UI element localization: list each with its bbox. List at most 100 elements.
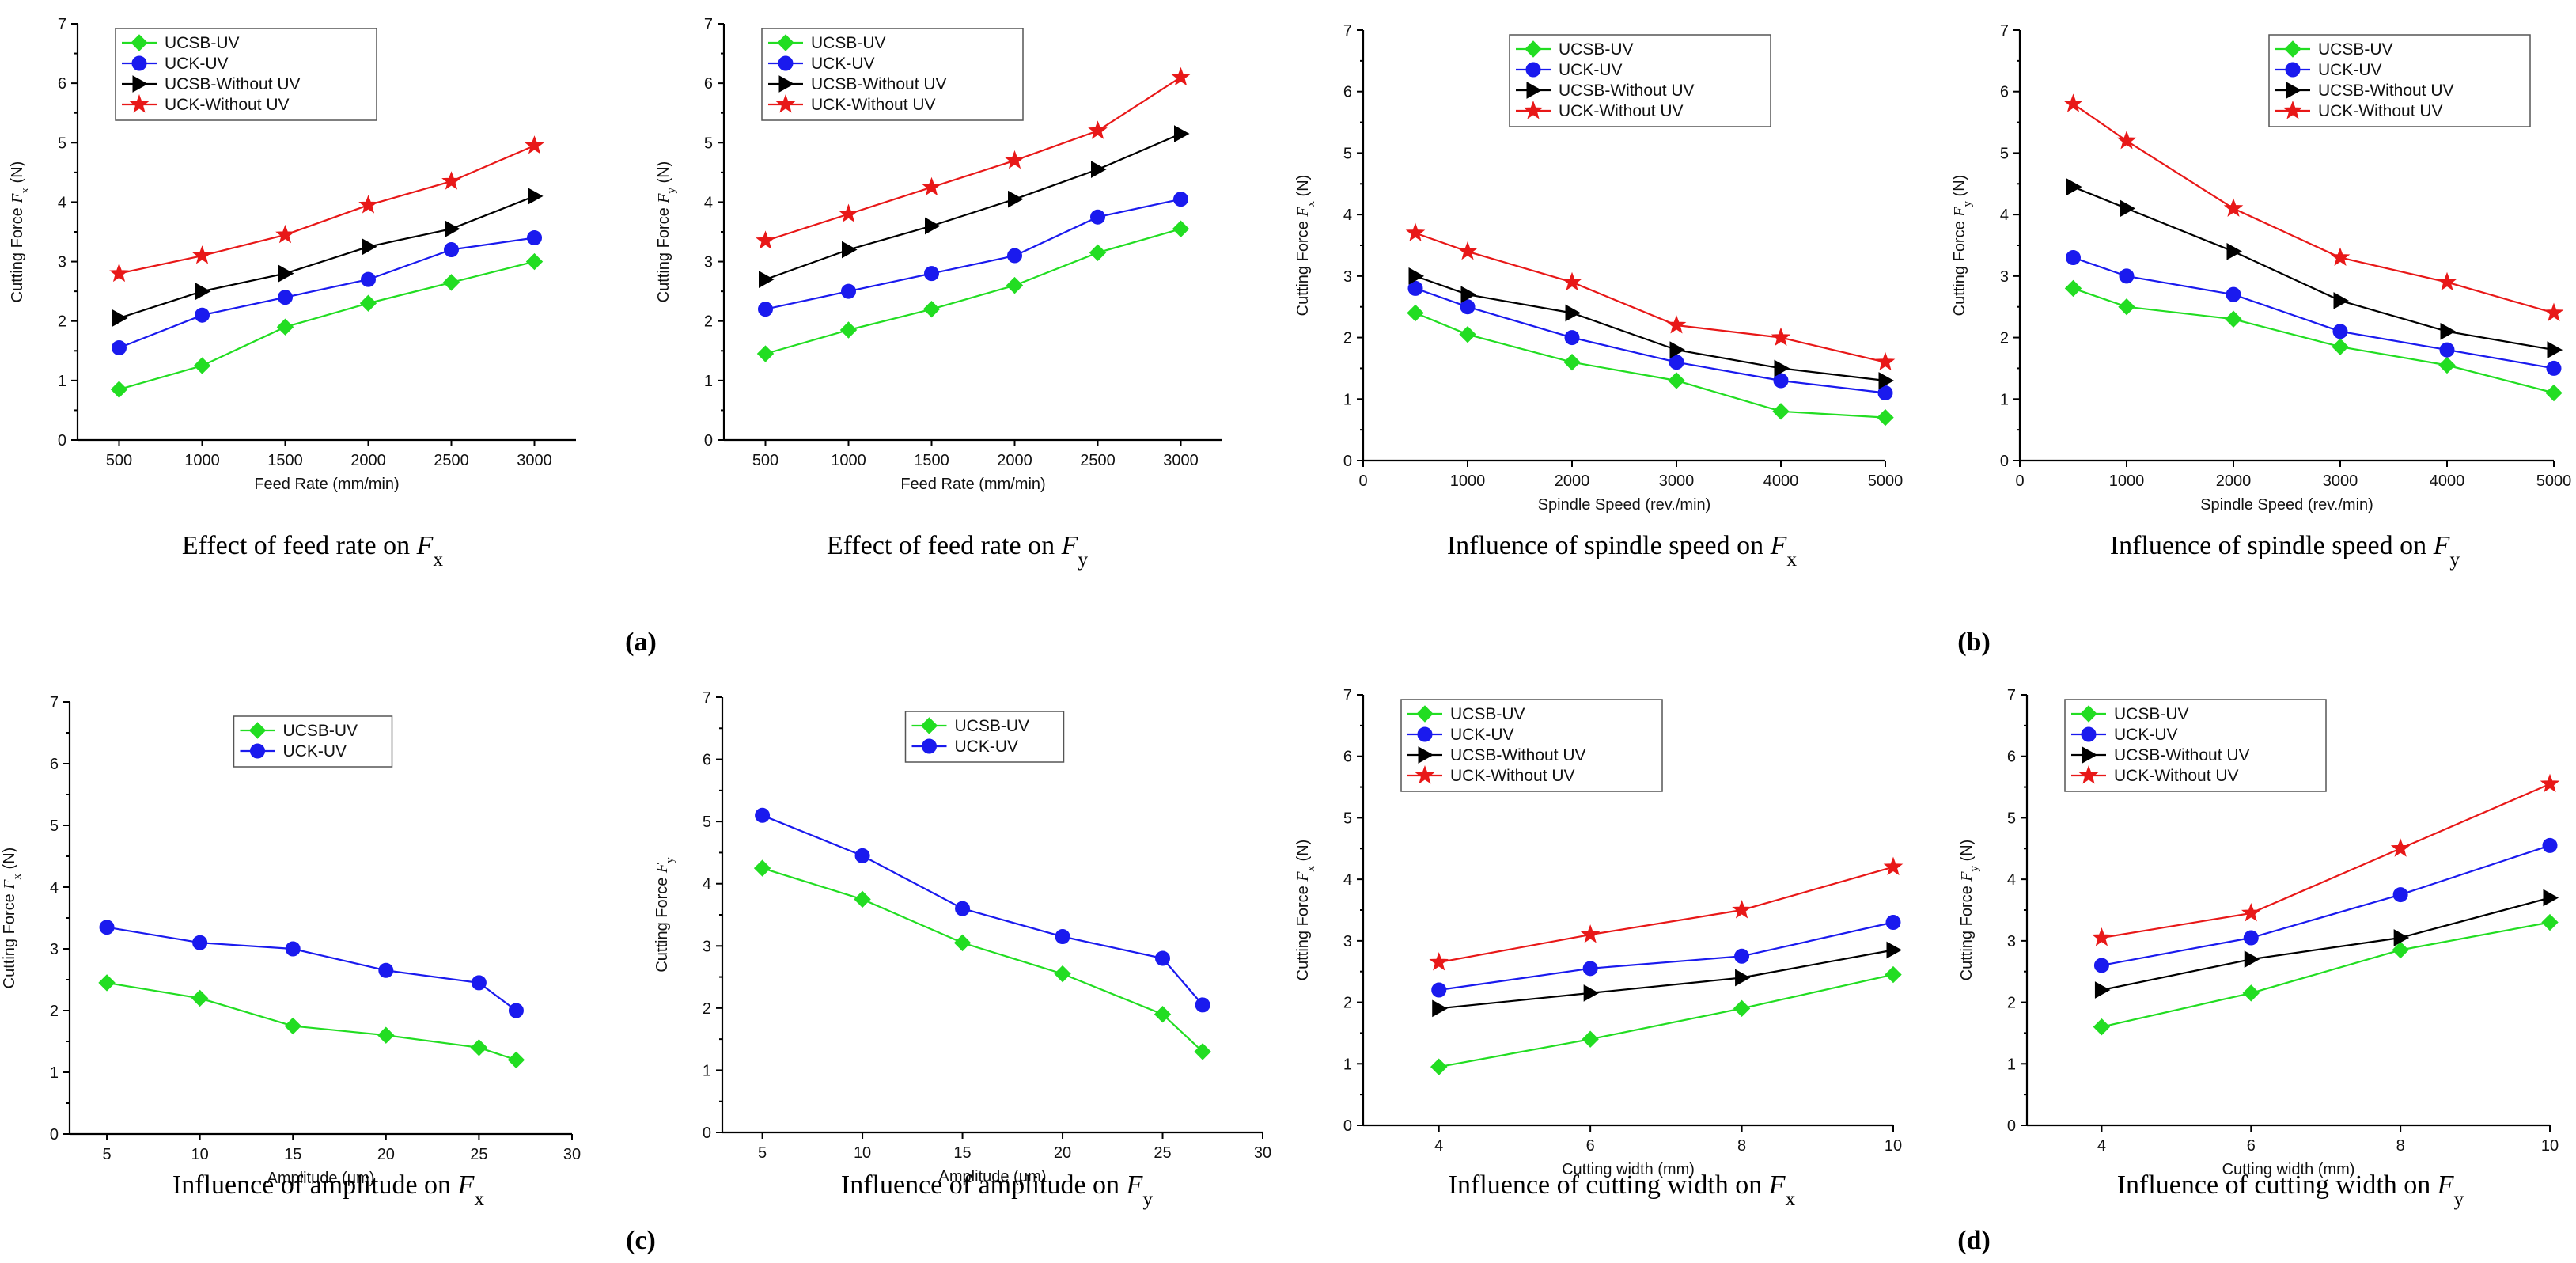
y-tick-label: 4 [703,876,711,893]
chart-caption: Influence of spindle speed on Fy [2110,531,2460,571]
legend-label: UCSB-Without UV [2114,746,2250,764]
data-point [1155,950,1171,966]
chart-caption: Influence of cutting width on Fy [2117,1170,2464,1210]
series-line [1415,287,1886,394]
data-point [378,962,394,978]
x-tick-label: 5000 [1868,472,1904,490]
y-tick-label: 0 [703,1125,711,1142]
y-tick-label: 3 [704,254,713,271]
legend-label: UCSB-UV [2114,705,2189,723]
data-point [1172,220,1190,237]
y-tick-label: 4 [2007,871,2016,889]
x-tick-label: 4 [1434,1137,1443,1155]
data-point [278,290,293,305]
data-point [955,901,971,916]
legend-marker [1417,726,1433,742]
x-tick-label: 2500 [1080,452,1116,469]
y-tick-label: 6 [2000,84,2009,101]
y-axis-title: Cutting Force Fx (N) [1,848,24,989]
series-line [1415,275,1886,382]
legend-label: UCSB-UV [2318,40,2393,59]
legend [2064,699,2327,792]
legend-label: UCK-Without UV [165,96,290,114]
legend [904,711,1065,763]
data-point [1733,999,1751,1018]
legend-label: UCK-Without UV [1450,767,1575,785]
x-tick-label: 2000 [997,452,1032,469]
series-line [765,198,1181,310]
y-tick-label: 5 [1343,145,1352,162]
chart-width-fx: 0 1 2 3 4 5 6 7 4 6 8 10 Cutting width (mm) Cutting F… [1294,687,1904,1210]
y-tick-label: 5 [58,135,66,152]
y-tick-label: 6 [703,752,711,769]
legend-label: UCK-UV [283,742,347,760]
data-point [1875,351,1896,371]
data-point [358,195,378,214]
y-axis-title: Cutting Force Fy (N) [1951,175,1974,317]
series-line [2073,186,2555,351]
x-axis-title: Feed Rate (mm/min) [254,476,399,493]
legend-marker [248,722,267,739]
data-point [1669,341,1686,358]
x-tick-label: 10 [1885,1137,1902,1155]
legend-marker [777,34,794,51]
legend-label: UCSB-UV [955,717,1030,735]
data-point [2063,93,2083,112]
data-point [1582,961,1598,977]
data-point [525,135,544,154]
series-line [119,195,535,320]
x-tick-label: 2000 [1555,472,1590,490]
data-point [471,975,487,991]
y-tick-label: 7 [58,16,66,33]
data-point [442,274,460,291]
data-point [2440,322,2457,340]
panel-label-a: (a) [625,628,657,657]
y-tick-label: 2 [50,1003,59,1020]
y-axis-title: Cutting Force Fy (N) [655,161,678,303]
y-tick-label: 1 [1343,1056,1352,1073]
data-point [1171,66,1191,86]
legend-label: UCK-Without UV [1559,102,1684,120]
data-point [2093,958,2109,973]
data-point [1564,330,1580,346]
legend-label: UCSB-UV [283,722,358,740]
data-point [2119,268,2135,284]
data-point [2390,838,2411,857]
x-tick-label: 15 [953,1144,971,1162]
data-point [2393,929,2410,946]
y-tick-label: 6 [2007,749,2016,766]
data-point [2392,887,2408,903]
data-point [2392,941,2409,959]
y-tick-label: 7 [703,689,711,707]
x-axis-title: Cutting width (mm) [2222,1161,2355,1178]
data-point [2226,242,2243,260]
chart-caption: Influence of cutting width on Fx [1449,1170,1796,1210]
data-point [2120,199,2136,218]
x-tick-label: 6 [1586,1137,1595,1155]
y-tick-label: 1 [703,1062,711,1079]
series-line [762,814,1203,1006]
data-point [2064,279,2082,298]
data-point [2332,324,2348,339]
series-line [2073,287,2555,394]
chart-width-fy: 0 1 2 3 4 5 6 7 4 6 8 10 Cutting width (mm) Cutting F… [1958,687,2560,1210]
data-point [2543,889,2559,907]
data-point [1089,244,1107,262]
x-tick-label: 500 [752,452,778,469]
legend-marker [920,717,938,734]
data-point [1007,248,1022,264]
x-axis-title: Cutting width (mm) [1562,1161,1695,1178]
x-tick-label: 10 [2541,1137,2559,1155]
x-tick-label: 10 [854,1144,871,1162]
legend-marker [1418,746,1434,764]
x-tick-label: 30 [563,1146,581,1163]
data-point [1772,403,1790,420]
y-axis-title: Cutting Force Fy [653,857,676,973]
chart-caption: Influence of amplitude on Fx [172,1170,484,1210]
legend-label: UCK-UV [165,55,229,73]
legend-marker [131,55,147,71]
x-tick-label: 20 [377,1146,395,1163]
legend-marker [778,75,795,93]
legend-marker [775,94,796,113]
data-point [2226,286,2241,302]
